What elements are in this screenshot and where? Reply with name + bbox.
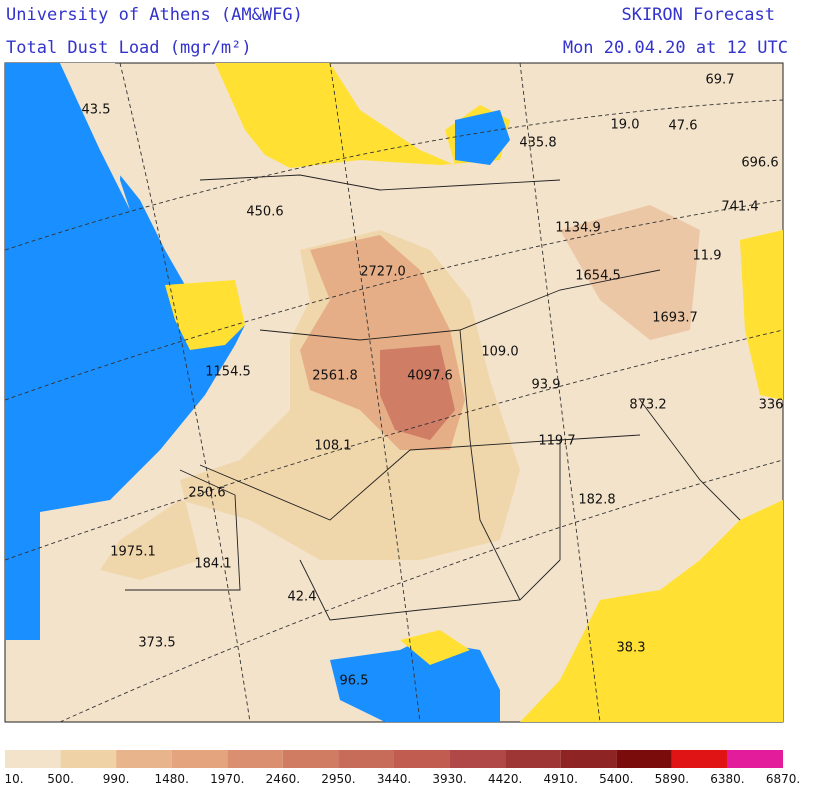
borders bbox=[125, 174, 741, 621]
legend-label: 1480. bbox=[155, 772, 189, 786]
legend-label: 990. bbox=[103, 772, 130, 786]
map-label: 108.1 bbox=[314, 439, 351, 454]
legend-swatch bbox=[449, 750, 506, 768]
legend-swatch bbox=[505, 750, 561, 768]
legend: 10. 500. 990. 1480. 1970. 2460. 2950. 3440. 3930… bbox=[4, 750, 800, 786]
map-label: 741.4 bbox=[721, 200, 758, 215]
map-label: 69.7 bbox=[706, 73, 735, 88]
legend-swatch bbox=[560, 750, 617, 768]
map-label: 119.7 bbox=[538, 434, 575, 449]
map bbox=[4, 62, 784, 723]
map-label: 450.6 bbox=[246, 205, 283, 220]
legend-swatch bbox=[116, 750, 172, 768]
europe-yellow bbox=[215, 63, 510, 168]
map-label: 373.5 bbox=[138, 636, 175, 651]
map-label: 11.9 bbox=[693, 249, 722, 264]
map-label: 2727.0 bbox=[360, 265, 406, 280]
map-label: 184.1 bbox=[194, 557, 231, 572]
map-label: 19.0 bbox=[611, 118, 640, 133]
variable: Total Dust Load (mgr/m²) bbox=[6, 38, 252, 58]
map-label: 1693.7 bbox=[652, 311, 698, 326]
legend-swatch bbox=[282, 750, 339, 768]
legend-swatch bbox=[5, 750, 61, 768]
map-label: 38.3 bbox=[617, 641, 646, 656]
iberia-yellow bbox=[165, 280, 245, 350]
legend-label: 4420. bbox=[488, 772, 522, 786]
legend-label: 3440. bbox=[377, 772, 411, 786]
map-label: 182.8 bbox=[578, 493, 615, 508]
legend-label: 2460. bbox=[266, 772, 300, 786]
legend-swatch bbox=[616, 750, 672, 768]
legend-swatch bbox=[727, 750, 783, 768]
map-label: 96.5 bbox=[340, 674, 369, 689]
map-label: 1654.5 bbox=[575, 269, 621, 284]
map-label: 43.5 bbox=[82, 103, 111, 118]
south-east-yellow bbox=[520, 500, 783, 722]
dust-max bbox=[380, 345, 455, 440]
legend-swatch bbox=[227, 750, 283, 768]
map-label: 435.8 bbox=[519, 136, 556, 151]
legend-swatch bbox=[338, 750, 394, 768]
baltic bbox=[455, 110, 510, 165]
legend-label: 10. bbox=[4, 772, 23, 786]
legend-label: 4910. bbox=[544, 772, 578, 786]
map-label: 873.2 bbox=[629, 398, 666, 413]
map-label: 2561.8 bbox=[312, 369, 358, 384]
legend-swatch bbox=[394, 750, 450, 768]
east-yellow bbox=[740, 230, 783, 400]
map-label: 42.4 bbox=[288, 590, 317, 605]
legend-label: 6380. bbox=[710, 772, 744, 786]
legend-swatch bbox=[171, 750, 228, 768]
map-label: 1134.9 bbox=[555, 221, 601, 236]
map-label: 696.6 bbox=[741, 156, 778, 171]
map-label: 93.9 bbox=[532, 378, 561, 393]
coast-yellow bbox=[400, 630, 470, 665]
legend-label: 500. bbox=[47, 772, 74, 786]
map-label: 4097.6 bbox=[407, 369, 453, 384]
map-label: 1154.5 bbox=[205, 365, 251, 380]
map-labels: 43.5 69.7 19.0 47.6 435.8 696.6 450.6 741.4 1134… bbox=[82, 73, 784, 689]
map-label: 109.0 bbox=[481, 345, 518, 360]
legend-label: 5890. bbox=[655, 772, 689, 786]
map-label: 336 bbox=[759, 398, 784, 413]
product: SKIRON Forecast bbox=[621, 5, 775, 25]
atlantic bbox=[5, 63, 245, 640]
legend-swatch bbox=[60, 750, 117, 768]
dust-east bbox=[560, 205, 700, 340]
britain bbox=[60, 63, 130, 210]
valid-time: Mon 20.04.20 at 12 UTC bbox=[563, 38, 788, 58]
legend-label: 2950. bbox=[321, 772, 355, 786]
legend-swatch bbox=[671, 750, 728, 768]
map-label: 1975.1 bbox=[110, 545, 156, 560]
legend-label: 1970. bbox=[210, 772, 244, 786]
map-label: 250.6 bbox=[188, 486, 225, 501]
legend-label: 5400. bbox=[599, 772, 633, 786]
legend-label: 6870. bbox=[766, 772, 800, 786]
institution: University of Athens (AM&WFG) bbox=[6, 5, 303, 25]
legend-label: 3930. bbox=[432, 772, 466, 786]
map-label: 47.6 bbox=[669, 119, 698, 134]
